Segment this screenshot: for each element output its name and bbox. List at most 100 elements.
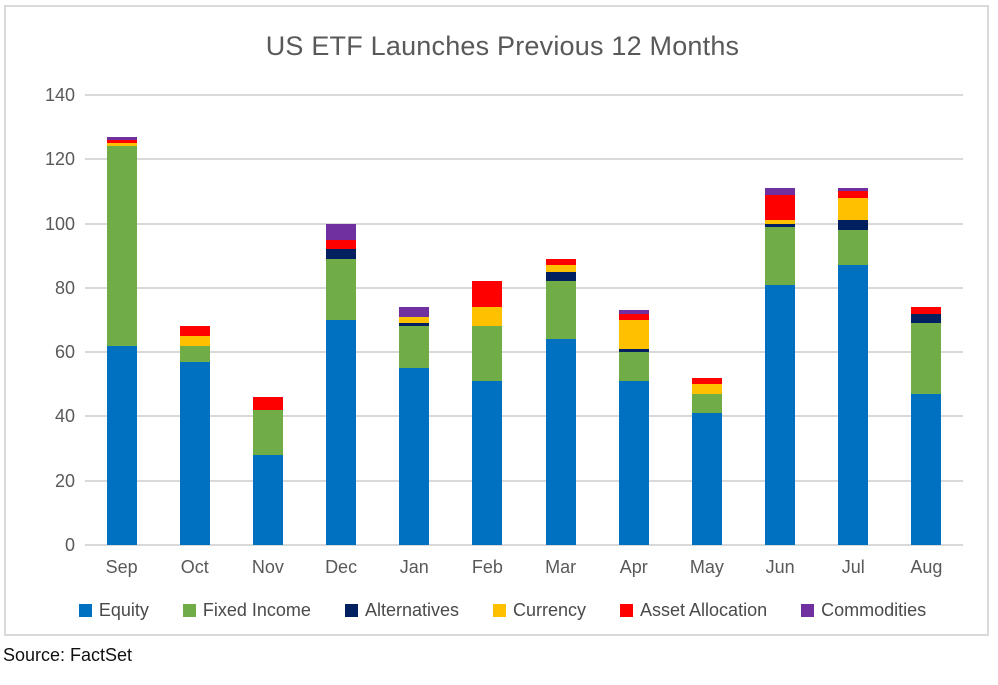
bar-segment-alternatives [399,323,430,327]
bar-stack-dec [326,223,357,545]
gridline-140 [85,94,963,96]
y-axis-tick-label: 60 [54,342,75,363]
bar-segment-alternatives [838,220,869,231]
bar-segment-fixed-income [765,226,796,285]
bar-segment-asset-allocation [252,397,283,410]
bar-segment-asset-allocation [179,326,210,337]
bar-stack-jan [399,307,430,545]
bar-segment-fixed-income [472,326,503,382]
bar-segment-equity [326,320,357,545]
bar-segment-fixed-income [618,352,649,382]
bar-segment-equity [399,368,430,545]
source-note: Source: FactSet [3,645,133,665]
chart-title: US ETF Launches Previous 12 Months [265,31,740,61]
bar-segment-alternatives [545,271,576,282]
bar-stack-jun [765,188,796,545]
bar-stack-may [691,377,722,545]
bar-segment-currency [838,197,869,221]
gridline-20 [85,479,963,482]
bar-segment-fixed-income [252,410,283,455]
bar-segment-commodities [618,310,649,314]
legend-item-currency: Currency [492,599,587,621]
y-axis-tick-label: 100 [44,213,75,234]
bar-stack-sep [106,136,137,545]
x-axis-label-sep: Sep [105,557,138,577]
bar-segment-commodities [399,307,430,317]
bar-segment-commodities [765,188,796,195]
legend-label-asset-allocation: Asset Allocation [640,599,768,620]
bar-segment-asset-allocation [106,140,137,144]
bar-stack-mar [545,258,576,545]
x-axis-label-mar: Mar [545,557,577,577]
x-axis-label-oct: Oct [180,557,209,577]
bar-segment-fixed-income [106,146,137,346]
bar-segment-asset-allocation [691,377,722,385]
bar-segment-fixed-income [545,281,576,340]
bar-segment-alternatives [911,313,942,324]
legend-swatch-alternatives [344,603,358,617]
bar-segment-asset-allocation [545,258,576,266]
bar-segment-commodities [326,223,357,240]
legend-swatch-equity [78,603,92,617]
bar-segment-asset-allocation [765,194,796,221]
plot-area: 0 20 40 60 80 100 120 140 Sep Oct Nov Dec Jan Feb Mar A… [45,85,963,577]
legend-swatch-asset-allocation [620,603,634,617]
legend-item-commodities: Commodities [801,600,926,621]
bar-segment-fixed-income [911,323,942,394]
bar-segment-asset-allocation [472,281,503,308]
gridline-0 [85,544,963,546]
bar-segment-equity [252,455,283,545]
bar-segment-equity [765,284,796,545]
bar-segment-alternatives [765,223,796,227]
chart-legend: Equity Fixed Income Alternatives Currency As… [10,597,995,623]
legend-swatch-currency [492,603,506,617]
bar-stack-aug [911,307,942,545]
bar-segment-equity [618,381,649,545]
bar-segment-fixed-income [838,230,869,266]
legend-item-fixed-income: Fixed Income [182,599,311,621]
legend-label-fixed-income: Fixed Income [202,599,311,620]
gridline-60 [85,351,963,354]
bar-segment-alternatives [618,348,649,353]
legend-swatch-commodities [801,603,815,617]
bar-segment-currency [399,316,430,324]
y-axis-tick-label: 0 [64,535,75,555]
x-axis-label-jan: Jan [399,557,429,577]
bar-segment-currency [545,265,576,272]
x-axis-label-aug: Aug [910,557,943,577]
bar-segment-fixed-income [691,393,722,414]
bar-stack-jul [838,188,869,545]
bar-segment-currency [106,143,137,147]
bar-segment-equity [911,393,942,545]
bar-stack-oct [179,326,210,545]
bar-stack-feb [472,281,503,545]
legend-item-equity: Equity [78,600,149,621]
bar-segment-asset-allocation [911,307,942,314]
x-axis-label-jun: Jun [765,557,795,577]
x-axis-label-feb: Feb [471,557,503,577]
bar-segment-fixed-income [179,345,210,362]
gridline-100 [85,222,963,225]
bar-segment-commodities [838,188,869,192]
bar-segment-currency [691,384,722,394]
bar-segment-currency [765,220,796,224]
bar-segment-asset-allocation [326,239,357,250]
y-axis-tick-label: 20 [54,470,75,491]
bar-segment-equity [106,345,137,545]
bar-segment-fixed-income [326,258,357,320]
x-axis-label-dec: Dec [325,557,358,577]
x-axis-label-nov: Nov [251,557,284,577]
legend-label-currency: Currency [512,599,587,620]
y-axis-tick-label: 40 [54,406,75,427]
bar-segment-equity [472,381,503,545]
bar-segment-alternatives [326,249,357,259]
y-axis-tick-label: 120 [44,149,75,170]
bar-segment-equity [179,361,210,545]
legend-item-asset-allocation: Asset Allocation [620,600,767,621]
gridline-120 [85,158,963,161]
bar-segment-equity [691,413,722,545]
legend-item-alternatives: Alternatives [344,600,459,621]
gridline-40 [85,415,963,418]
bar-segment-fixed-income [399,326,430,369]
y-axis-tick-label: 80 [54,277,75,298]
